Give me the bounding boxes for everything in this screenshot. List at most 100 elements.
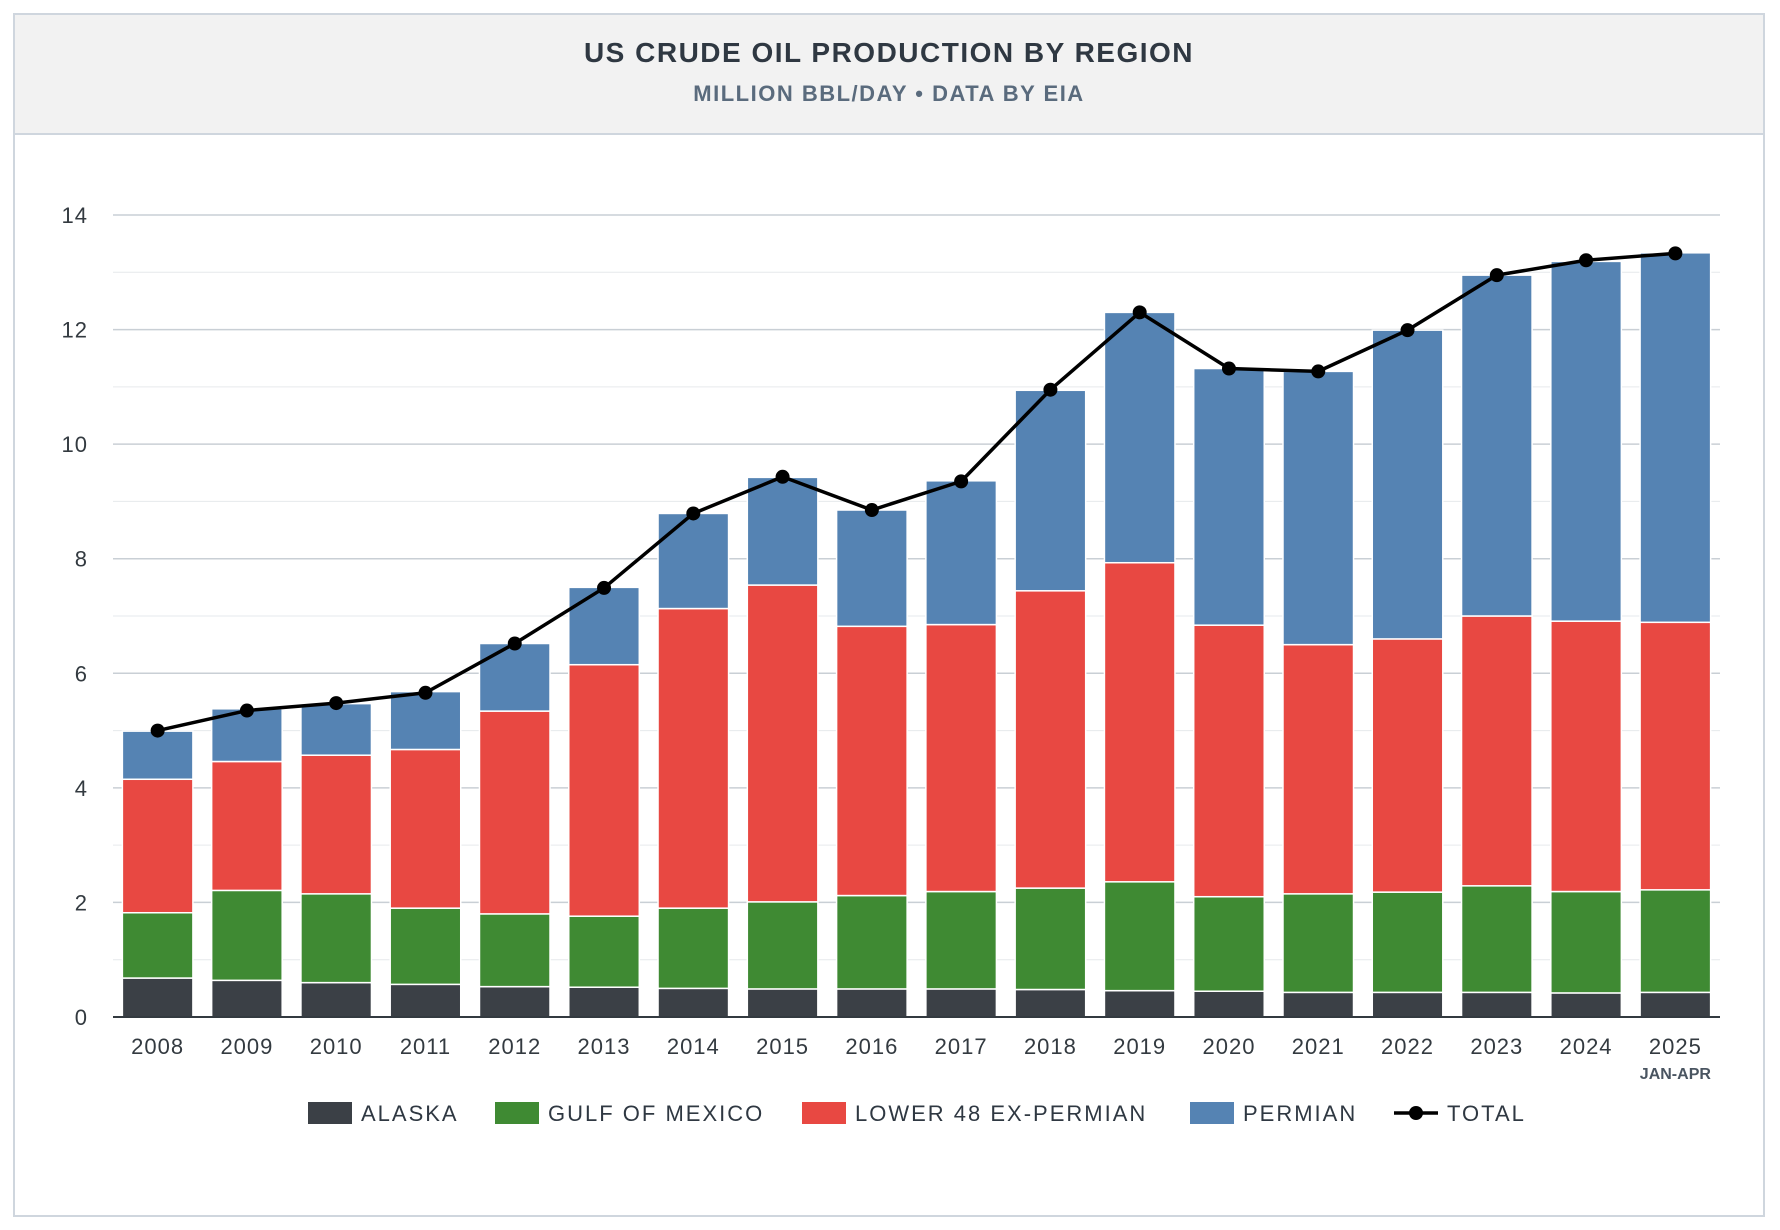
total-point — [329, 696, 344, 711]
bar-gulf-of-mexico — [925, 890, 998, 990]
x-tick-label: 2008 — [131, 1034, 184, 1059]
legend-label: TOTAL — [1447, 1101, 1526, 1126]
bar-gulf-of-mexico — [389, 907, 462, 986]
x-tick-label: 2018 — [1024, 1034, 1077, 1059]
y-tick-label: 6 — [75, 661, 88, 686]
bar-gulf-of-mexico — [1460, 885, 1533, 994]
chart-title: US CRUDE OIL PRODUCTION BY REGION — [583, 37, 1195, 68]
gridlines — [113, 214, 1720, 961]
x-tick-label: 2025 — [1649, 1034, 1702, 1059]
bar-gulf-of-mexico — [1103, 881, 1176, 992]
bar-lower48-ex-permian — [835, 625, 908, 897]
legend-label: ALASKA — [361, 1101, 459, 1126]
bar-permian — [1371, 329, 1444, 640]
bar-alaska — [389, 983, 462, 1018]
x-tick-label: 2009 — [220, 1034, 273, 1059]
bar-permian — [1550, 260, 1623, 622]
bar-lower48-ex-permian — [568, 663, 641, 917]
bar-lower48-ex-permian — [1460, 615, 1533, 887]
bar-permian — [925, 480, 998, 626]
bar-alaska — [1014, 988, 1087, 1018]
total-point — [1489, 268, 1504, 283]
chart-subtitle: MILLION BBL/DAY • DATA BY EIA — [693, 81, 1085, 106]
x-tick-label: 2021 — [1292, 1034, 1345, 1059]
bar-permian — [1460, 274, 1533, 617]
total-point — [1132, 305, 1147, 320]
bar-permian — [121, 730, 194, 781]
bar-alaska — [1282, 991, 1355, 1018]
total-point — [954, 474, 969, 489]
y-tick-label: 8 — [75, 547, 88, 572]
x-tick-label: 2019 — [1113, 1034, 1166, 1059]
bar-gulf-of-mexico — [1192, 895, 1265, 992]
bar-alaska — [1103, 989, 1176, 1018]
bar-gulf-of-mexico — [1639, 889, 1712, 994]
bar-alaska — [1371, 991, 1444, 1018]
total-point — [418, 685, 433, 700]
legend-label: GULF OF MEXICO — [548, 1101, 764, 1126]
bar-gulf-of-mexico — [300, 893, 373, 984]
legend-swatch — [802, 1102, 846, 1124]
total-point — [507, 636, 522, 651]
total-point — [864, 503, 879, 518]
bar-permian — [1014, 389, 1087, 592]
total-line — [157, 251, 1676, 733]
bar-alaska — [925, 988, 998, 1018]
y-tick-label: 14 — [62, 203, 88, 228]
y-tick-label: 0 — [75, 1005, 88, 1030]
legend-swatch — [495, 1102, 539, 1124]
bar-lower48-ex-permian — [1639, 621, 1712, 891]
bar-gulf-of-mexico — [657, 907, 730, 990]
bar-lower48-ex-permian — [1371, 638, 1444, 893]
chart-header: US CRUDE OIL PRODUCTION BY REGION MILLIO… — [15, 15, 1763, 135]
total-point — [775, 469, 790, 484]
bar-gulf-of-mexico — [121, 911, 194, 979]
legend-label: LOWER 48 EX-PERMIAN — [855, 1101, 1147, 1126]
bar-gulf-of-mexico — [568, 915, 641, 988]
bar-gulf-of-mexico — [1371, 891, 1444, 994]
bar-lower48-ex-permian — [1103, 561, 1176, 883]
bar-lower48-ex-permian — [121, 778, 194, 914]
bar-lower48-ex-permian — [746, 584, 819, 903]
x-tick-label: 2013 — [578, 1034, 631, 1059]
legend-swatch-marker — [1409, 1106, 1423, 1120]
bar-lower48-ex-permian — [1282, 643, 1355, 895]
bar-gulf-of-mexico — [1550, 890, 1623, 994]
bars — [121, 252, 1712, 1018]
bar-permian — [835, 509, 908, 628]
bar-alaska — [835, 988, 908, 1018]
bar-alaska — [121, 977, 194, 1018]
bar-alaska — [746, 988, 819, 1018]
x-tick-label: 2022 — [1381, 1034, 1434, 1059]
total-point — [1668, 246, 1683, 261]
x-tick-label: 2012 — [488, 1034, 541, 1059]
bar-gulf-of-mexico — [210, 889, 283, 982]
bar-permian — [568, 586, 641, 666]
bar-alaska — [1192, 990, 1265, 1018]
y-tick-label: 12 — [62, 318, 88, 343]
bar-permian — [389, 690, 462, 751]
bar-lower48-ex-permian — [657, 607, 730, 909]
bar-gulf-of-mexico — [835, 894, 908, 990]
total-point — [1221, 361, 1236, 376]
bar-alaska — [1460, 991, 1533, 1018]
bar-alaska — [300, 981, 373, 1018]
legend-label: PERMIAN — [1243, 1101, 1357, 1126]
legend: ALASKA GULF OF MEXICO LOWER 48 EX-PERMIAN P… — [308, 1101, 1526, 1126]
total-point — [1043, 382, 1058, 397]
x-tick-label: 2017 — [935, 1034, 988, 1059]
bar-alaska — [657, 987, 730, 1018]
bar-permian — [657, 512, 730, 610]
bar-lower48-ex-permian — [1550, 620, 1623, 893]
y-tick-label: 10 — [62, 432, 88, 457]
x-tick-label: 2010 — [310, 1034, 363, 1059]
x-tick-label: 2020 — [1202, 1034, 1255, 1059]
x-tick-note: JAN-APR — [1640, 1066, 1712, 1083]
bar-permian — [1282, 370, 1355, 646]
total-point — [239, 703, 254, 718]
x-tick-label: 2014 — [667, 1034, 720, 1059]
y-tick-label: 4 — [75, 776, 88, 801]
total-point — [1579, 253, 1594, 268]
y-tick-label: 2 — [75, 890, 88, 915]
